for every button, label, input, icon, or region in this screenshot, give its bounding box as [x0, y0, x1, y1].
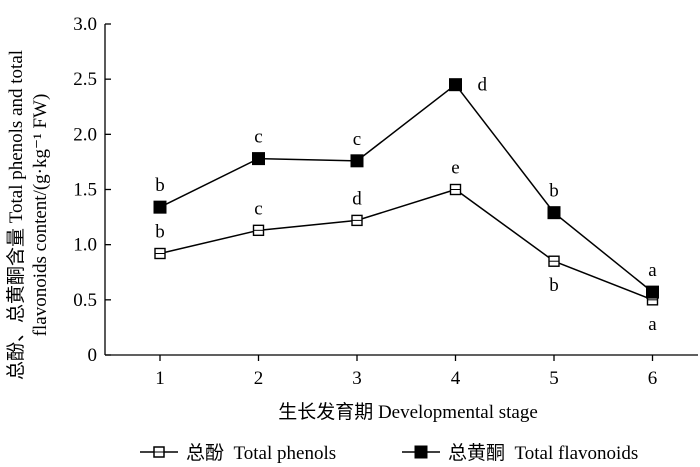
data-point-flavonoids	[252, 152, 265, 166]
y-tick-label: 0.5	[73, 290, 97, 311]
significance-letter: c	[254, 127, 262, 148]
x-tick-label: 3	[352, 368, 362, 389]
x-tick-label: 6	[648, 368, 658, 389]
data-point-flavonoids	[153, 200, 167, 214]
series-line-flavonoids	[159, 83, 653, 293]
significance-letter: c	[353, 129, 361, 150]
significance-letter: b	[155, 175, 165, 196]
axes	[104, 23, 698, 361]
legend-entry-flavonoids: 总黄酮 Total flavonoids	[402, 442, 638, 464]
x-tick-label: 2	[254, 368, 264, 389]
x-axis-label: 生长发育期 Developmental stage	[278, 401, 538, 423]
x-tick-label: 1	[155, 368, 165, 389]
significance-letter: a	[648, 260, 657, 281]
tick-labels: 0 0.5 1.0 1.5 2.0 2.5 3.0 1 2 3 4 5 6	[73, 14, 657, 389]
data-point-flavonoids	[547, 206, 561, 220]
significance-letter: b	[549, 181, 559, 202]
significance-letter: d	[478, 75, 488, 96]
significance-letter: b	[155, 221, 165, 242]
significance-letters: b c d e b a b c c d b a	[155, 75, 657, 335]
legend-label-flavonoids: 总黄酮 Total flavonoids	[448, 442, 638, 464]
y-tick-label: 3.0	[73, 14, 97, 35]
legend-marker-filled-square	[414, 445, 428, 459]
y-tick-label: 2.0	[73, 124, 97, 145]
data-point-flavonoids	[646, 285, 659, 299]
y-axis-label-line1: 总酚、总黄酮含量 Total phenols and total	[5, 50, 27, 380]
y-tick-label: 0	[88, 345, 98, 366]
series-group	[153, 78, 659, 306]
y-tick-label: 1.5	[73, 180, 97, 201]
significance-letter: e	[451, 158, 459, 179]
significance-letter: a	[648, 314, 657, 335]
y-tick-label: 1.0	[73, 235, 97, 256]
significance-letter: b	[549, 275, 559, 296]
significance-letter: d	[352, 188, 362, 209]
legend-entry-phenols: 总酚 Total phenols	[140, 442, 336, 464]
x-tick-label: 4	[451, 368, 461, 389]
data-point-flavonoids	[350, 154, 364, 168]
x-tick-label: 5	[549, 368, 559, 389]
significance-letter: c	[254, 198, 262, 219]
legend: 总酚 Total phenols 总黄酮 Total flavonoids	[140, 442, 638, 464]
y-tick-label: 2.5	[73, 69, 97, 90]
y-axis-label-line2: flavonoids content/(g·kg⁻¹ FW)	[30, 94, 51, 337]
data-point-flavonoids	[449, 78, 462, 92]
legend-label-phenols: 总酚 Total phenols	[186, 442, 336, 464]
series-line-phenols	[159, 188, 653, 301]
